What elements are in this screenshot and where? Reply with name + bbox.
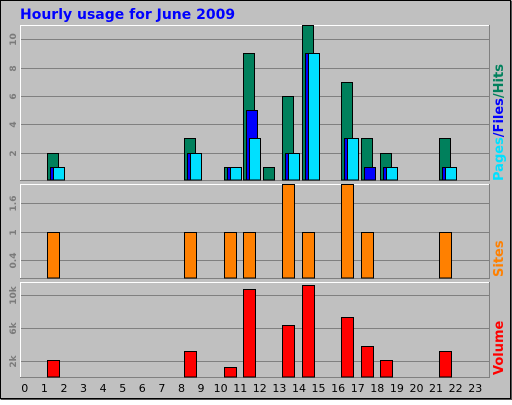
- bar-sites-hour-10: [224, 232, 237, 279]
- x-tick-label: 4: [100, 382, 107, 395]
- side-label-hits: Hits: [492, 64, 507, 94]
- x-tick-label: 7: [158, 382, 165, 395]
- y-tick-label: 1.6: [9, 196, 19, 212]
- chart-title: Hourly usage for June 2009: [20, 7, 235, 23]
- bar-hits-hour-12: [263, 167, 275, 181]
- x-tick-label: 3: [80, 382, 87, 395]
- y-tick-label: 2k: [9, 354, 19, 367]
- x-tick-label: 22: [449, 382, 463, 395]
- x-tick-label: 16: [331, 382, 345, 395]
- x-tick-label: 19: [390, 382, 404, 395]
- x-tick-label: 23: [468, 382, 482, 395]
- y-tick-label: 4: [9, 121, 19, 127]
- bar-volume-hour-8: [184, 351, 197, 378]
- bar-pages-hour-13: [288, 153, 300, 181]
- bar-pages-hour-10: [230, 167, 242, 181]
- bar-pages-hour-8: [190, 153, 202, 181]
- y-tick-label: 2: [9, 150, 19, 156]
- y-tick-label: 1: [9, 229, 19, 235]
- bar-volume-hour-10: [224, 367, 237, 378]
- x-tick-label: 8: [178, 382, 185, 395]
- y-tick-label: 10k: [9, 285, 19, 305]
- bar-pages-hour-14: [308, 53, 320, 181]
- panel-sites: 0.4 1 1.6: [9, 184, 490, 279]
- bar-sites-hour-8: [184, 232, 197, 279]
- bar-pages-hour-21: [445, 167, 457, 181]
- bar-sites-hour-11: [243, 232, 256, 279]
- x-tick-label: 12: [253, 382, 267, 395]
- bar-pages-hour-11: [249, 138, 261, 181]
- x-tick-label: 20: [409, 382, 423, 395]
- bar-sites-hour-21: [439, 232, 452, 279]
- bar-files-hour-17: [364, 167, 376, 181]
- x-tick-label: 17: [351, 382, 365, 395]
- bar-volume-hour-17: [361, 346, 374, 378]
- x-tick-label: 1: [41, 382, 48, 395]
- bar-sites-hour-13: [282, 184, 295, 279]
- bar-volume-hour-13: [282, 325, 295, 378]
- x-tick-label: 13: [272, 382, 286, 395]
- chart-panels: 2 4 6 8 10 0.4 1 1.6 2k 6k 10k: [9, 25, 490, 378]
- y-tick-label: 6: [9, 93, 19, 99]
- bar-volume-hour-11: [243, 289, 256, 378]
- y-tick-label: 6k: [9, 321, 19, 334]
- bar-sites-hour-1: [47, 232, 60, 279]
- side-label-pages: Pages: [492, 137, 507, 181]
- y-tick-label: 8: [9, 65, 19, 71]
- side-label-sep2: /: [492, 93, 507, 98]
- panel-pages-files-hits: 2 4 6 8 10: [9, 25, 490, 181]
- bar-sites-hour-14: [302, 232, 315, 279]
- bar-pages-hour-16: [347, 138, 359, 181]
- x-tick-label: 21: [429, 382, 443, 395]
- x-axis-labels: 0 1 2 3 4 5 6 7 8 9 10 11 12 13 14 15 16 17 18 19 20 21 22 23: [21, 382, 482, 395]
- bar-pages-hour-1: [53, 167, 65, 181]
- side-label-volume: Volume: [492, 320, 507, 375]
- x-tick-label: 10: [214, 382, 228, 395]
- bar-sites-hour-16: [341, 184, 354, 279]
- x-tick-label: 14: [292, 382, 306, 395]
- side-label-sites: Sites: [492, 240, 507, 277]
- bar-volume-hour-16: [341, 317, 354, 378]
- x-tick-label: 11: [233, 382, 247, 395]
- x-tick-label: 15: [312, 382, 326, 395]
- x-tick-label: 9: [198, 382, 205, 395]
- bar-volume-hour-1: [47, 360, 60, 378]
- bar-volume-hour-14: [302, 285, 315, 378]
- bar-pages-hour-18: [386, 167, 398, 181]
- bar-volume-hour-21: [439, 351, 452, 378]
- side-label-files: Files: [492, 98, 507, 133]
- side-label-pages-files-hits: Pages/Files/Hits: [492, 64, 507, 181]
- x-tick-label: 2: [60, 382, 67, 395]
- y-tick-label: 0.4: [9, 253, 19, 269]
- x-tick-label: 6: [139, 382, 146, 395]
- bar-volume-hour-18: [380, 360, 393, 378]
- bar-sites-hour-17: [361, 232, 374, 279]
- x-tick-label: 5: [119, 382, 126, 395]
- y-tick-label: 10: [9, 33, 19, 46]
- x-tick-label: 0: [21, 382, 28, 395]
- panel-volume: 2k 6k 10k: [9, 282, 490, 378]
- side-label-sep1: /: [492, 132, 507, 137]
- x-tick-label: 18: [370, 382, 384, 395]
